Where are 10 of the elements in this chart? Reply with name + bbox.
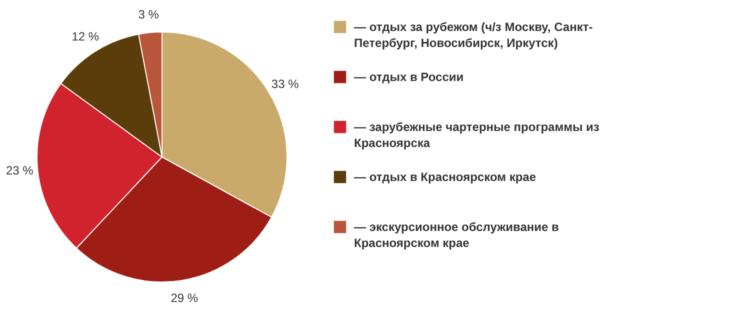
data-label: 12 % <box>72 29 100 44</box>
data-label: 29 % <box>170 291 198 306</box>
legend-label: — отдых в России <box>354 70 464 84</box>
legend-label: — отдых за рубежом (ч/з Москву, Санкт-Петербург, Новосибирск, Иркутск) <box>354 20 593 50</box>
legend-label: — зарубежные чартерные программы из Красноярска <box>354 120 600 150</box>
data-label: 23 % <box>6 163 34 178</box>
legend-label: — экскурсионное обслуживание в Красноярском крае <box>354 220 559 250</box>
data-label: 3 % <box>138 8 160 22</box>
data-label: 33 % <box>271 77 300 92</box>
legend-label: — отдых в Красноярском крае <box>354 170 536 184</box>
